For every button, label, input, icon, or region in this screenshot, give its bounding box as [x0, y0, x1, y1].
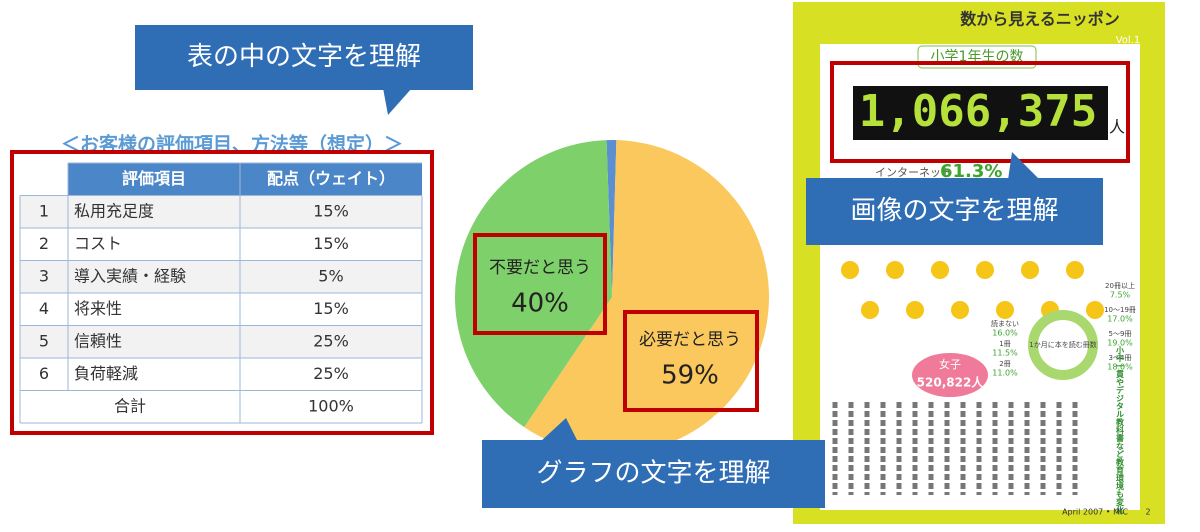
mag-stat-label: インターネット	[875, 166, 952, 179]
child-icon	[886, 261, 904, 279]
mag-girls: 520,822人	[917, 375, 985, 390]
child-icon	[1086, 301, 1104, 319]
table-header: 配点（ウェイト）	[267, 169, 395, 188]
callout-text: 表の中の文字を理解	[187, 42, 421, 72]
child-icon	[976, 261, 994, 279]
callout-box	[135, 25, 473, 90]
row-number: 6	[39, 364, 49, 383]
row-band	[20, 325, 422, 358]
pie-slice	[454, 140, 612, 428]
total-label: 合計	[114, 396, 146, 415]
legend-label: 1冊	[999, 340, 1010, 348]
mag-donut-center: 1か月に本を読む冊数	[1029, 340, 1096, 349]
legend-value: 11.5%	[992, 349, 1018, 358]
row-number: 1	[39, 201, 49, 220]
child-icon	[841, 261, 859, 279]
mag-footer: April 2007 • MIC	[1062, 508, 1128, 517]
highlight-box	[473, 233, 607, 335]
number-panel	[853, 86, 1108, 140]
row-score: 15%	[313, 201, 349, 220]
callout-box	[482, 440, 825, 508]
legend-label: 2冊	[999, 360, 1010, 368]
slice-value: 40%	[511, 289, 569, 319]
highlight-box	[10, 150, 434, 435]
child-icon	[1066, 261, 1084, 279]
row-band	[20, 195, 422, 228]
pie-slice	[606, 140, 617, 297]
highlight-box	[830, 61, 1130, 163]
table-caption: ＜お客様の評価項目、方法等（想定）＞	[61, 133, 403, 156]
row-number: 2	[39, 234, 49, 253]
legend-value: 16.0%	[992, 329, 1018, 338]
callout-tail	[1008, 152, 1040, 180]
mag-side-heading: 小中一貫やデジタル教科書など教育環境も変化	[1115, 345, 1125, 515]
slice-label: 必要だと思う	[639, 330, 741, 350]
row-number: 4	[39, 299, 49, 318]
row-score: 25%	[313, 364, 349, 383]
row-item: 将来性	[74, 299, 122, 318]
row-item: 私用充足度	[74, 201, 154, 220]
legend-value: 7.5%	[1110, 291, 1131, 300]
slice-value: 59%	[661, 361, 719, 391]
mag-vol: Vol.1	[1116, 35, 1141, 46]
child-icon	[951, 301, 969, 319]
callout-box	[806, 178, 1103, 245]
header-cell	[68, 163, 422, 196]
child-icon	[931, 261, 949, 279]
child-icon	[861, 301, 879, 319]
row-item: 負荷軽減	[74, 364, 138, 383]
row-score: 25%	[313, 331, 349, 350]
row-band	[20, 260, 422, 293]
row-score: 15%	[313, 299, 349, 318]
callout-tail	[383, 88, 412, 115]
row-number: 3	[39, 266, 49, 285]
donut-ring	[1028, 310, 1098, 380]
legend-value: 11.0%	[992, 369, 1018, 378]
pie-slice	[524, 140, 770, 454]
table-header: 評価項目	[122, 169, 186, 188]
legend-value: 18.0%	[1107, 363, 1133, 372]
legend-value: 17.0%	[1107, 315, 1133, 324]
total-value: 100%	[308, 396, 354, 415]
mag-unit: 人	[1109, 118, 1125, 137]
child-icon	[906, 301, 924, 319]
mag-number: 1,066,375	[859, 86, 1097, 137]
mag-girls-label: 女子	[939, 357, 961, 371]
callout-text: グラフの文字を理解	[536, 459, 770, 489]
slice-label: 不要だと思う	[489, 258, 591, 278]
row-item: コスト	[74, 234, 122, 253]
row-score: 15%	[313, 234, 349, 253]
legend-label: 10～19冊	[1104, 306, 1136, 314]
legend-label: 3～4冊	[1109, 354, 1132, 362]
callout-text: 画像の文字を理解	[850, 196, 1058, 226]
mag-stat: 61.3%	[940, 161, 1002, 182]
legend-label: 読まない	[991, 319, 1019, 328]
legend-label: 20冊以上	[1105, 281, 1135, 290]
callout-tail	[540, 418, 578, 442]
girls-badge	[912, 353, 988, 397]
row-item: 導入実績・経験	[74, 266, 186, 285]
child-icon	[1021, 261, 1039, 279]
legend-value: 19.0%	[1107, 339, 1133, 348]
mag-page: 2	[1145, 508, 1150, 517]
highlight-box	[623, 310, 759, 412]
mag-title: 数から見えるニッポン	[960, 10, 1120, 29]
child-icon	[996, 301, 1014, 319]
row-score: 5%	[318, 266, 343, 285]
row-item: 信頼性	[74, 331, 122, 350]
row-number: 5	[39, 331, 49, 350]
legend-label: 5～9冊	[1109, 330, 1132, 338]
